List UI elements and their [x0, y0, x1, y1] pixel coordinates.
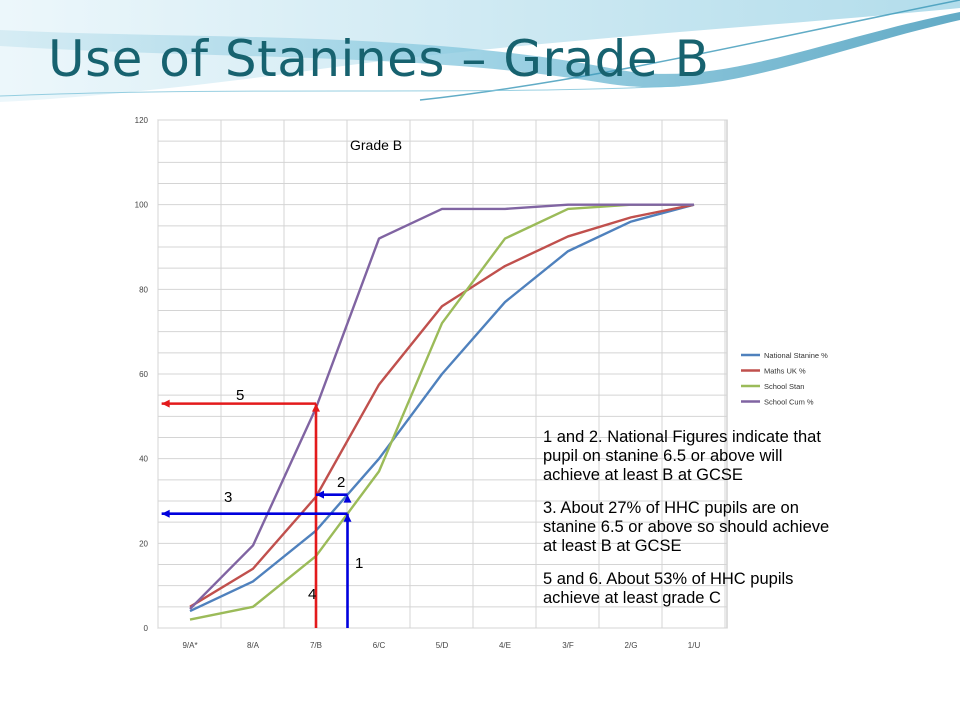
- legend-label: School Cum %: [764, 398, 814, 407]
- x-tick-label: 7/B: [310, 641, 322, 650]
- y-tick-label: 80: [139, 285, 148, 294]
- annotation-label: 2: [337, 474, 345, 491]
- annotation-arrows: 5 3 2 1 4: [161, 387, 363, 628]
- legend-label: School Stan: [764, 382, 804, 391]
- note-paragraph-2: 3. About 27% of HHC pupils are on stanin…: [543, 499, 830, 555]
- series-line: [189, 203, 695, 613]
- x-tick-label: 3/F: [562, 641, 574, 650]
- annotation-label: 5: [236, 387, 244, 404]
- legend: National Stanine % Maths UK % School Stan S…: [741, 351, 828, 407]
- note-paragraph-3: 5 and 6. About 53% of HHC pupils achieve…: [543, 570, 794, 607]
- x-tick-label: 8/A: [247, 641, 260, 650]
- note-paragraph-1: 1 and 2. National Figures indicate that …: [543, 428, 821, 484]
- slide-title: Use of Stanines – Grade B: [48, 30, 710, 88]
- y-tick-label: 120: [135, 116, 149, 125]
- x-tick-label: 4/E: [499, 641, 511, 650]
- series-line: [189, 203, 694, 610]
- annotation-arrowhead: [161, 509, 170, 518]
- y-tick-label: 40: [139, 455, 148, 464]
- grid-lines: [157, 119, 727, 629]
- annotation-arrowhead: [316, 490, 324, 499]
- annotation-arrowhead: [343, 513, 352, 522]
- x-tick-label: 9/A*: [182, 641, 197, 650]
- annotation-arrowhead: [312, 403, 320, 412]
- x-tick-label: 5/D: [436, 641, 449, 650]
- x-axis-ticks: 9/A* 8/A 7/B 6/C 5/D 4/E 3/F 2/G 1/U: [182, 641, 700, 650]
- chart-title: Grade B: [350, 137, 402, 153]
- y-tick-label: 60: [139, 370, 148, 379]
- x-tick-label: 1/U: [688, 641, 701, 650]
- series-lines: [189, 203, 695, 621]
- y-tick-label: 20: [139, 539, 148, 548]
- annotation-arrowhead: [343, 494, 352, 503]
- notes-box: 1 and 2. National Figures indicate that …: [543, 428, 843, 622]
- legend-label: National Stanine %: [764, 351, 828, 360]
- y-tick-label: 0: [144, 624, 149, 633]
- legend-label: Maths UK %: [764, 367, 806, 376]
- series-line: [189, 203, 695, 608]
- series-line: [189, 203, 694, 621]
- x-tick-label: 2/G: [625, 641, 638, 650]
- annotation-label: 1: [355, 555, 363, 572]
- y-tick-label: 100: [135, 201, 149, 210]
- annotation-label: 3: [224, 489, 232, 506]
- annotation-arrowhead: [161, 399, 170, 408]
- x-tick-label: 6/C: [373, 641, 386, 650]
- header-swoosh: [0, 0, 960, 102]
- y-axis-ticks: 0 20 40 60 80 100 120: [135, 116, 149, 633]
- annotation-label: 4: [308, 586, 316, 603]
